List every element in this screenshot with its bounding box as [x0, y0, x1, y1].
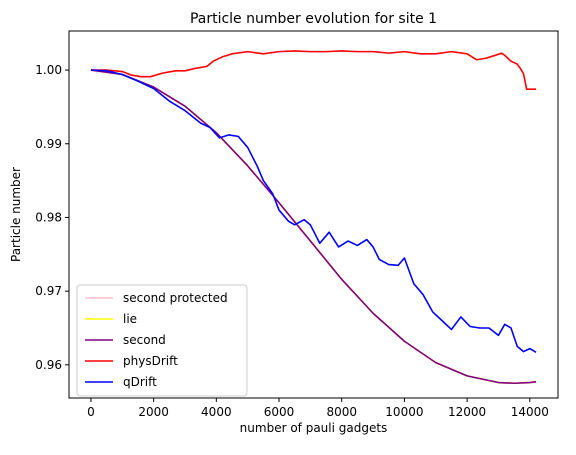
chart-title: Particle number evolution for site 1 — [190, 11, 437, 27]
legend-box — [76, 284, 248, 397]
y-tick-label: 0.98 — [35, 210, 62, 224]
y-axis-label: Particle number — [9, 167, 23, 262]
legend-label: physDrift — [123, 354, 178, 368]
legend-label: second protected — [123, 291, 228, 305]
legend: second protected lie second physDrift qDrift — [76, 284, 248, 397]
series-line-qdrift — [90, 69, 537, 353]
x-tick-label: 2000 — [138, 405, 169, 419]
x-tick-label: 8000 — [326, 405, 357, 419]
legend-label: qDrift — [123, 375, 157, 389]
series-line-second — [90, 69, 537, 385]
x-axis: 0 2000 4000 6000 8000 10000 12000 14000 — [87, 398, 549, 419]
x-tick-label: 14000 — [511, 405, 549, 419]
y-tick-label: 0.97 — [35, 284, 62, 298]
x-tick-label: 12000 — [448, 405, 486, 419]
y-tick-label: 0.99 — [35, 137, 62, 151]
x-tick-label: 0 — [87, 405, 95, 419]
legend-label: second — [123, 333, 166, 347]
legend-label: lie — [123, 312, 137, 326]
series-layer — [90, 50, 537, 385]
plot-area — [68, 30, 559, 399]
y-tick-label: 1.00 — [35, 63, 62, 77]
axes-frame — [68, 30, 559, 399]
x-axis-label: number of pauli gadgets — [240, 421, 388, 435]
x-tick-label: 4000 — [201, 405, 232, 419]
x-tick-label: 6000 — [264, 405, 295, 419]
y-axis: 0.96 0.97 0.98 0.99 1.00 — [35, 63, 69, 372]
y-tick-label: 0.96 — [35, 358, 62, 372]
x-tick-label: 10000 — [385, 405, 423, 419]
series-line-physdrift — [90, 50, 537, 91]
